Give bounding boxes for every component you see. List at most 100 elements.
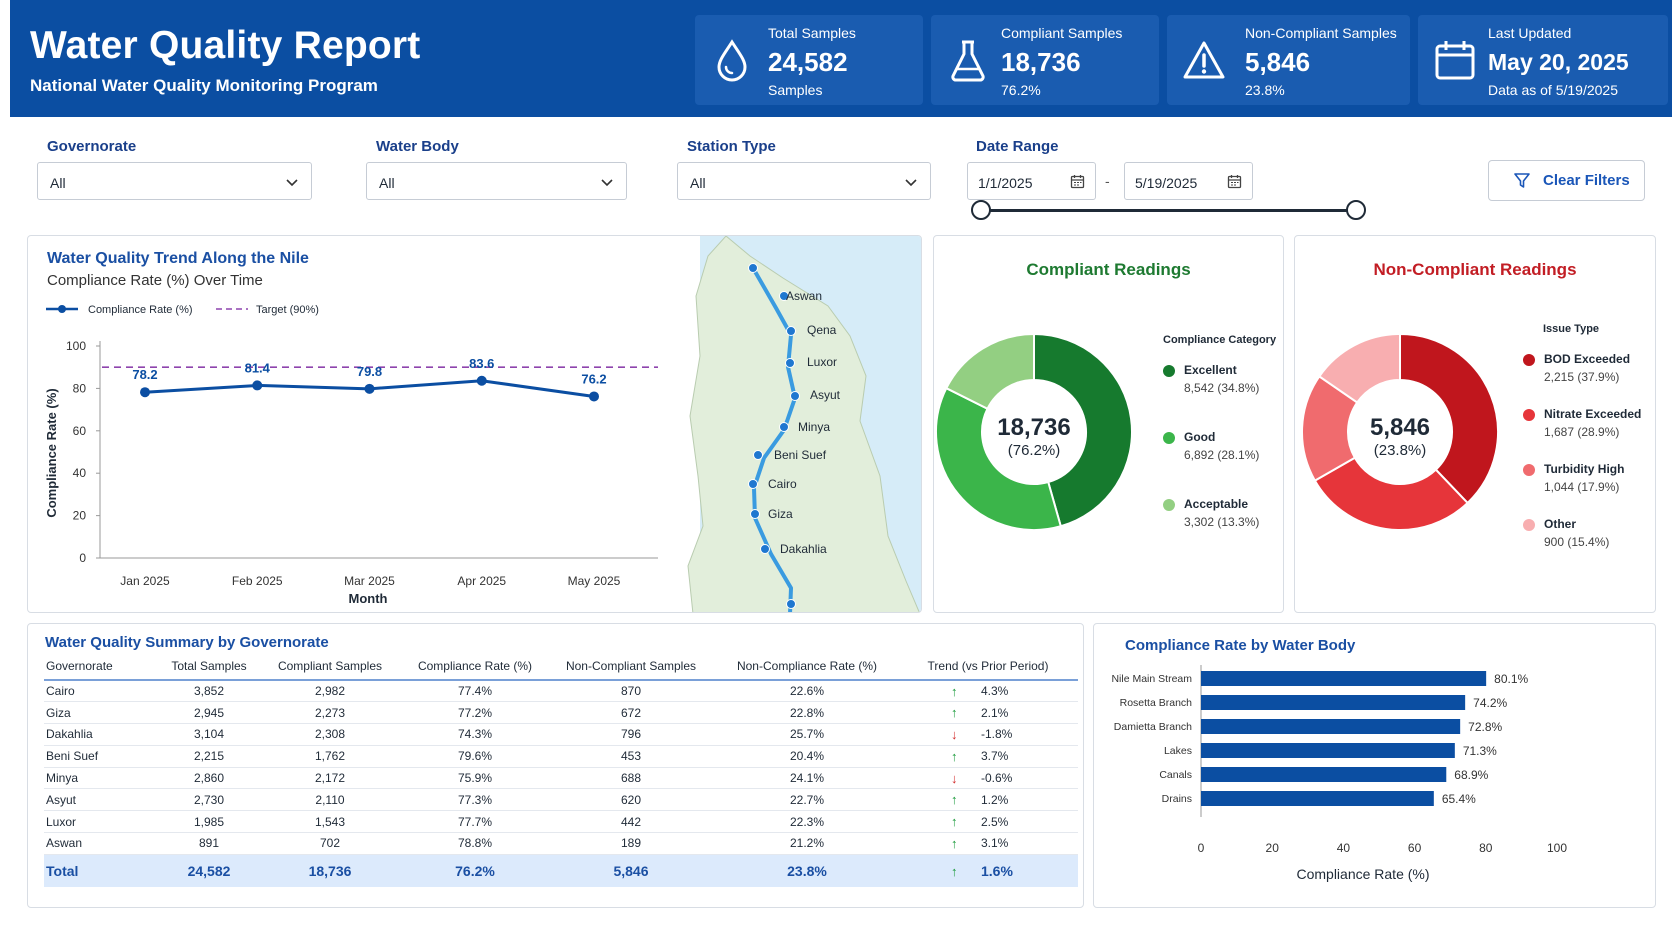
data-point[interactable] (589, 391, 599, 402)
kpi-sub: 23.8% (1245, 82, 1285, 98)
y-tick-label: 40 (73, 466, 87, 480)
noncompliant-donut-chart (1301, 332, 1499, 531)
map-station-marker[interactable] (779, 422, 789, 432)
trend-indicator: ↓ -1.8% (951, 727, 1025, 742)
table-row[interactable]: Aswan 891 702 78.8% 189 21.2% ↑ 3.1% (44, 832, 1078, 855)
map-station-marker[interactable] (786, 599, 796, 609)
column-header[interactable]: Non-Compliant Samples (546, 654, 716, 681)
column-header[interactable]: Total Samples (162, 654, 256, 681)
date-range-slider-end-handle[interactable] (1346, 200, 1366, 220)
legend-target-label: Target (90%) (256, 304, 319, 316)
y-tick-label: 20 (73, 509, 87, 523)
table-cell-gov: Dakahlia (44, 723, 162, 746)
water-body-bar-chart: Nile Main Stream 80.1% Rosetta Branch 74.2%… (1111, 665, 1567, 882)
bar[interactable] (1201, 767, 1447, 782)
donut-slice[interactable] (1033, 332, 1133, 528)
bar-value-label: 68.9% (1454, 768, 1488, 782)
table-row[interactable]: Minya 2,860 2,172 75.9% 688 24.1% ↓ -0.6% (44, 767, 1078, 790)
trend-value: 3.7% (981, 749, 1009, 764)
date-range-slider-start-handle[interactable] (971, 200, 991, 220)
table-cell-total: 2,215 (162, 745, 256, 768)
station-type-select[interactable]: All (677, 162, 931, 200)
map-station-marker[interactable] (779, 291, 789, 301)
trend-value: 2.1% (981, 705, 1009, 720)
donut-slice[interactable] (1399, 332, 1499, 505)
clear-filters-button[interactable]: Clear Filters (1488, 160, 1645, 201)
calendar-icon[interactable] (1070, 174, 1085, 189)
table-cell-rate: 76.2% (404, 854, 546, 888)
bar[interactable] (1201, 743, 1455, 758)
donut-slice[interactable] (1317, 332, 1401, 404)
table-row[interactable]: Dakahlia 3,104 2,308 74.3% 796 25.7% ↓ -1.8% (44, 723, 1078, 746)
column-header[interactable]: Compliant Samples (256, 654, 404, 681)
map-station-marker[interactable] (786, 326, 796, 336)
bar[interactable] (1201, 695, 1466, 710)
column-header[interactable]: Trend (vs Prior Period) (898, 654, 1078, 681)
column-header[interactable]: Governorate (44, 654, 162, 681)
map-station-marker[interactable] (790, 391, 800, 401)
x-tick-label: 80 (1479, 841, 1493, 855)
table-cell-gov: Luxor (44, 810, 162, 834)
kpi-label: Total Samples (768, 25, 856, 41)
water-body-filter-label: Water Body (376, 138, 459, 155)
flask-icon (951, 40, 985, 82)
governorate-select[interactable]: All (37, 162, 312, 200)
table-row[interactable]: Luxor 1,985 1,543 77.7% 442 22.3% ↑ 2.5% (44, 810, 1078, 834)
table-row[interactable]: Beni Suef 2,215 1,762 79.6% 453 20.4% ↑ 3.7% (44, 745, 1078, 768)
data-point[interactable] (252, 380, 263, 391)
category-label: Canals (1159, 769, 1192, 781)
donut-slice[interactable] (944, 332, 1035, 411)
start-date-input[interactable]: 1/1/2025 (967, 162, 1096, 200)
report-header: Water Quality Report National Water Qual… (10, 0, 1672, 117)
table-row[interactable]: Giza 2,945 2,273 77.2% 672 22.8% ↑ 2.1% (44, 701, 1078, 725)
table-cell-compliant: 2,110 (256, 788, 404, 812)
bar[interactable] (1201, 791, 1434, 806)
map-station-marker[interactable] (750, 509, 760, 519)
compliant-legend-title: Compliance Category (1163, 334, 1277, 346)
data-point[interactable] (476, 375, 487, 386)
column-header[interactable]: Non-Compliance Rate (%) (716, 654, 898, 681)
trend-panel-subtitle: Compliance Rate (%) Over Time (47, 272, 263, 289)
table-row[interactable]: Cairo 3,852 2,982 77.4% 870 22.6% ↑ 4.3% (44, 680, 1078, 703)
title-block: Water Quality Report National Water Qual… (30, 24, 420, 96)
table-cell-rate: 78.8% (404, 832, 546, 855)
data-point[interactable] (364, 383, 375, 394)
x-tick-label: May 2025 (568, 574, 621, 588)
table-cell-compliant: 1,762 (256, 745, 404, 768)
column-header[interactable]: Compliance Rate (%) (404, 654, 546, 681)
map-station-marker[interactable] (760, 544, 770, 554)
donut-slice[interactable] (935, 386, 1063, 531)
bar[interactable] (1201, 719, 1461, 734)
table-row[interactable]: Asyut 2,730 2,110 77.3% 620 22.7% ↑ 1.2% (44, 788, 1078, 812)
map-city-label: Beni Suef (774, 448, 827, 462)
table-cell-nonrate: 22.6% (716, 680, 898, 703)
x-tick-label: Apr 2025 (457, 574, 506, 588)
donut-slice[interactable] (1313, 456, 1469, 531)
table-cell-trend: ↓ -1.8% (898, 723, 1078, 746)
water-body-select-value: All (379, 175, 395, 191)
date-range-slider-track[interactable] (980, 209, 1356, 212)
trend-panel-title: Water Quality Trend Along the Nile (47, 250, 309, 267)
water-body-select[interactable]: All (366, 162, 627, 200)
arrow-down-icon: ↓ (951, 770, 958, 786)
table-cell-non: 442 (546, 810, 716, 834)
trend-value: -0.6% (981, 771, 1013, 786)
table-cell-trend: ↑ 1.2% (898, 788, 1078, 812)
map-station-marker[interactable] (785, 358, 795, 368)
map-station-marker[interactable] (748, 263, 758, 273)
calendar-icon[interactable] (1227, 174, 1242, 189)
end-date-input[interactable]: 5/19/2025 (1124, 162, 1253, 200)
kpi-label: Last Updated (1488, 25, 1572, 41)
water-drop-icon (717, 39, 747, 82)
table-cell-nonrate: 22.7% (716, 788, 898, 812)
data-point[interactable] (140, 387, 150, 398)
y-tick-label: 0 (79, 551, 86, 565)
table-cell-gov: Minya (44, 767, 162, 790)
legend-item-name: Good (1184, 430, 1216, 444)
map-station-marker[interactable] (753, 450, 763, 460)
noncompliant-panel-title: Non-Compliant Readings (1373, 260, 1577, 279)
bar[interactable] (1201, 671, 1487, 686)
map-station-marker[interactable] (748, 479, 758, 489)
y-tick-label: 60 (73, 424, 87, 438)
table-total-row[interactable]: Total 24,582 18,736 76.2% 5,846 23.8% ↑ 1.6% (44, 854, 1078, 888)
